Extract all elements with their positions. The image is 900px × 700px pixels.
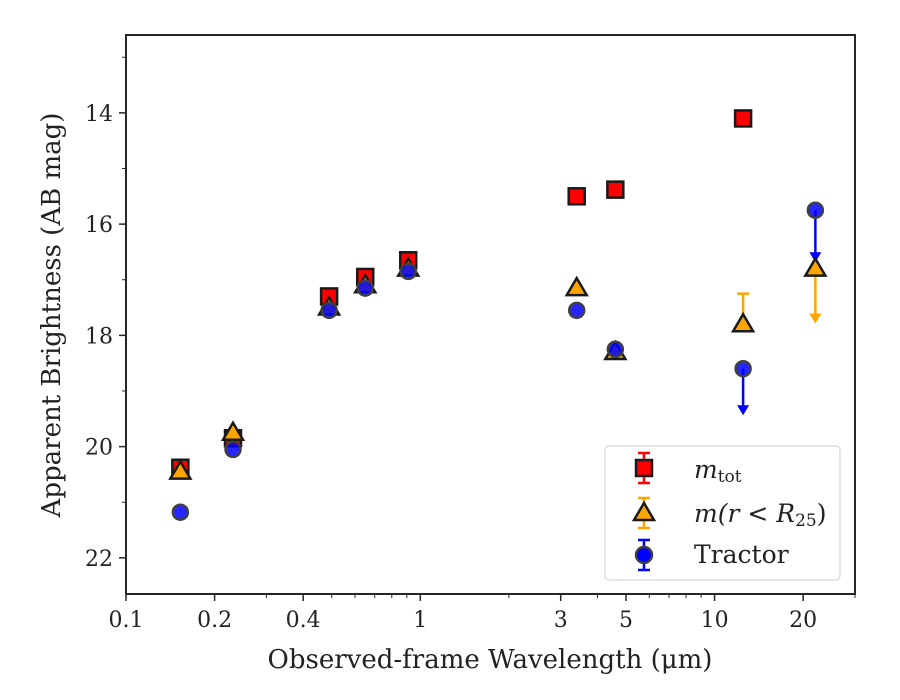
x-tick-label: 1 bbox=[413, 608, 427, 633]
data-point-circle bbox=[734, 359, 752, 378]
legend-label-m-r25: m(r < R25) bbox=[694, 499, 826, 531]
legend-triangle-marker bbox=[631, 500, 657, 522]
legend-entry-m-tot: mtot bbox=[634, 451, 742, 487]
data-point-circle bbox=[567, 301, 586, 320]
data-point-circle bbox=[356, 279, 374, 297]
x-tick-label: 10 bbox=[701, 608, 729, 633]
y-axis: 14 16 18 20 22 bbox=[85, 56, 126, 572]
y-tick-label: 20 bbox=[85, 436, 113, 461]
x-axis: 0.1 0.2 0.4 1 3 5 10 20 bbox=[109, 594, 856, 633]
y-tick-label: 14 bbox=[85, 102, 113, 127]
data-point-circle bbox=[399, 262, 417, 281]
x-tick-label: 0.2 bbox=[197, 608, 232, 633]
y-tick-label: 18 bbox=[85, 324, 113, 349]
data-point-circle bbox=[320, 301, 338, 320]
legend-label-tractor: Tractor bbox=[694, 540, 789, 569]
data-point-circle bbox=[171, 503, 190, 521]
data-point-triangle bbox=[220, 420, 246, 441]
legend-label-m-tot: mtot bbox=[694, 455, 742, 487]
data-point-triangle bbox=[730, 311, 756, 333]
errorbar-layer bbox=[737, 210, 822, 416]
data-point-square bbox=[733, 109, 753, 128]
data-point-triangle bbox=[803, 256, 828, 277]
y-axis-label: Apparent Brightness (AB mag) bbox=[37, 113, 67, 519]
data-point-square bbox=[567, 187, 586, 206]
legend-frame bbox=[604, 445, 841, 581]
data-point-circle bbox=[224, 440, 242, 459]
legend-entry-m-r25: m(r < R25) bbox=[631, 496, 826, 531]
legend: mtot m(r < R25) Tractor bbox=[604, 445, 841, 581]
data-point-circle bbox=[606, 340, 625, 359]
x-tick-label: 3 bbox=[554, 608, 568, 633]
data-point-triangle bbox=[168, 459, 193, 480]
data-point-triangle bbox=[564, 275, 589, 297]
x-tick-label: 5 bbox=[619, 608, 633, 633]
legend-square-marker bbox=[634, 458, 654, 478]
x-tick-label: 0.1 bbox=[109, 608, 144, 633]
data-point-circle bbox=[806, 201, 825, 219]
legend-circle-marker bbox=[634, 545, 654, 565]
data-point-square bbox=[606, 180, 625, 199]
x-tick-label: 0.4 bbox=[286, 608, 321, 633]
upper-limit-arrow-head bbox=[737, 405, 750, 416]
y-tick-label: 16 bbox=[85, 213, 113, 238]
x-axis-label: Observed-frame Wavelength (μm) bbox=[268, 645, 713, 675]
plot-frame bbox=[125, 34, 856, 595]
legend-entry-tractor: Tractor bbox=[634, 538, 789, 572]
x-tick-label: 20 bbox=[789, 608, 817, 633]
y-tick-label: 22 bbox=[85, 547, 113, 572]
marker-layer bbox=[168, 109, 828, 521]
upper-limit-arrow-head bbox=[809, 313, 822, 324]
